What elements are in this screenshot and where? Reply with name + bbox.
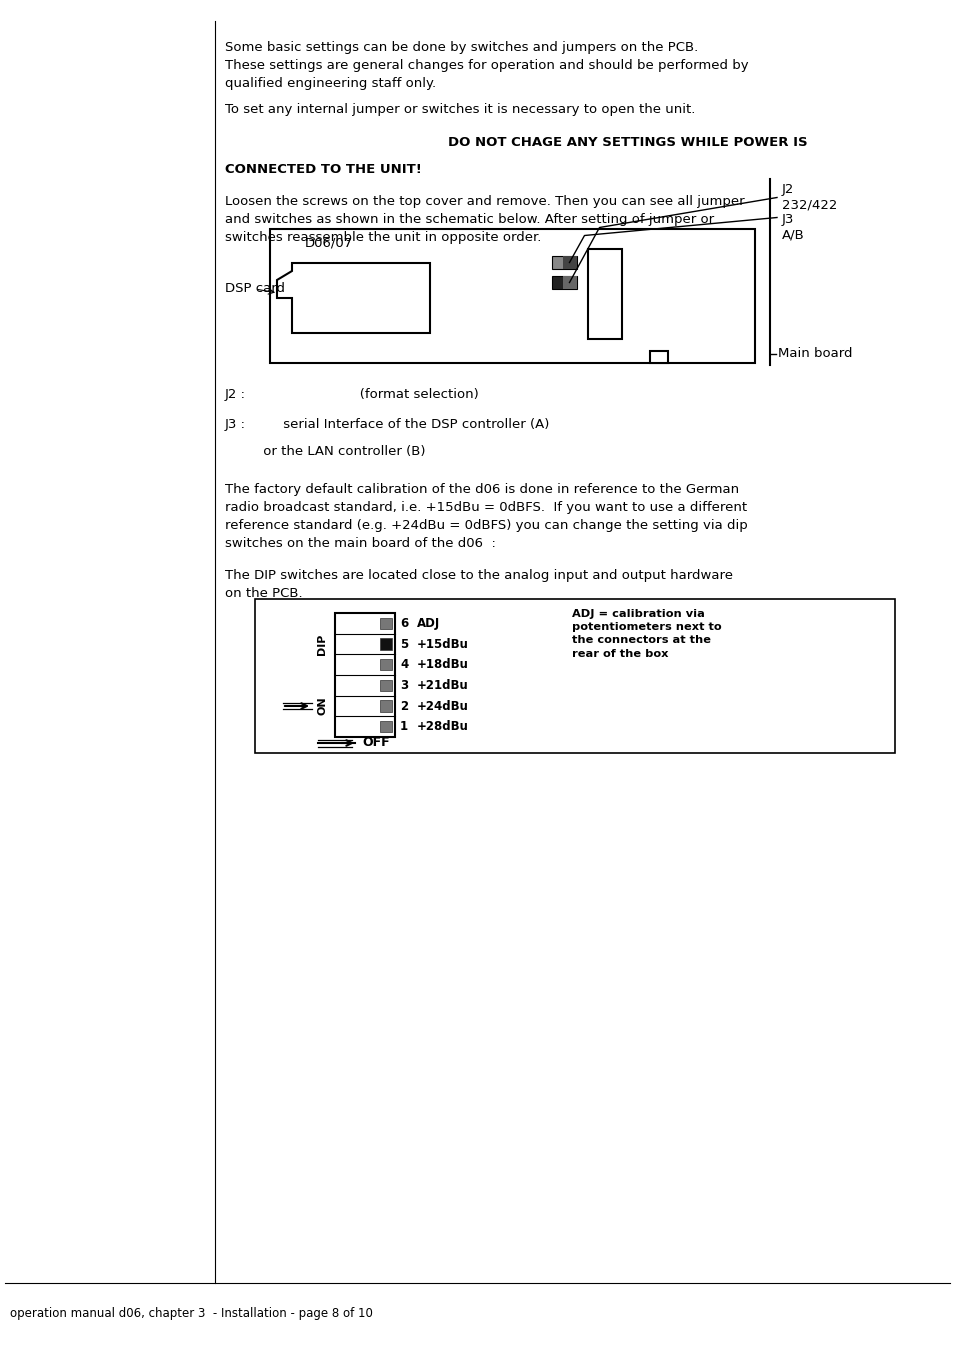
Text: or the LAN controller (B): or the LAN controller (B) — [225, 444, 425, 458]
Bar — [562, 255, 577, 269]
Text: The factory default calibration of the d06 is done in reference to the German
ra: The factory default calibration of the d… — [225, 484, 747, 550]
Text: 1: 1 — [399, 720, 408, 734]
Text: Some basic settings can be done by switches and jumpers on the PCB.
These settin: Some basic settings can be done by switc… — [225, 41, 748, 91]
Text: +24dBu: +24dBu — [416, 700, 468, 712]
Text: Loosen the screws on the top cover and remove. Then you can see all jumper
and s: Loosen the screws on the top cover and r… — [225, 195, 744, 245]
Polygon shape — [276, 263, 430, 332]
Text: OFF: OFF — [361, 736, 389, 750]
Bar — [379, 617, 392, 630]
Text: operation manual d06, chapter 3  - Installation - page 8 of 10: operation manual d06, chapter 3 - Instal… — [10, 1306, 373, 1320]
Text: The DIP switches are located close to the analog input and output hardware
on th: The DIP switches are located close to th… — [225, 569, 732, 600]
Bar — [587, 249, 621, 339]
Text: 2: 2 — [399, 700, 408, 712]
Text: +21dBu: +21dBu — [416, 678, 468, 692]
Bar — [254, 598, 894, 753]
Text: +28dBu: +28dBu — [416, 720, 468, 734]
Text: 3: 3 — [399, 678, 408, 692]
Bar — [379, 638, 392, 650]
Text: ON: ON — [316, 697, 327, 715]
Text: To set any internal jumper or switches it is necessary to open the unit.: To set any internal jumper or switches i… — [225, 103, 695, 116]
Text: DO NOT CHAGE ANY SETTINGS WHILE POWER IS: DO NOT CHAGE ANY SETTINGS WHILE POWER IS — [447, 136, 806, 149]
Text: DIP: DIP — [316, 634, 327, 655]
Text: +15dBu: +15dBu — [416, 638, 468, 650]
Bar — [379, 700, 392, 712]
Text: 6: 6 — [399, 617, 408, 630]
Text: J3 :         serial Interface of the DSP controller (A): J3 : serial Interface of the DSP control… — [225, 417, 550, 431]
Bar — [649, 351, 667, 363]
Text: J2
232/422: J2 232/422 — [781, 182, 837, 211]
Text: Main board: Main board — [778, 347, 852, 361]
Text: J3
A/B: J3 A/B — [781, 213, 804, 240]
Bar — [552, 255, 577, 269]
Text: 4: 4 — [399, 658, 408, 671]
Text: ADJ = calibration via
potentiometers next to
the connectors at the
rear of the b: ADJ = calibration via potentiometers nex… — [572, 609, 720, 658]
Text: DSP card: DSP card — [225, 282, 285, 296]
Text: D06/07: D06/07 — [305, 236, 353, 249]
Text: CONNECTED TO THE UNIT!: CONNECTED TO THE UNIT! — [225, 163, 421, 176]
Text: 5: 5 — [399, 638, 408, 650]
Text: +18dBu: +18dBu — [416, 658, 468, 671]
Bar — [270, 230, 754, 363]
Bar — [379, 721, 392, 732]
Bar — [379, 659, 392, 670]
Text: ADJ: ADJ — [416, 617, 439, 630]
Bar — [379, 680, 392, 690]
Bar — [335, 613, 395, 738]
Text: J2 :                           (format selection): J2 : (format selection) — [225, 388, 479, 401]
Bar — [552, 276, 577, 289]
Bar — [562, 276, 577, 289]
